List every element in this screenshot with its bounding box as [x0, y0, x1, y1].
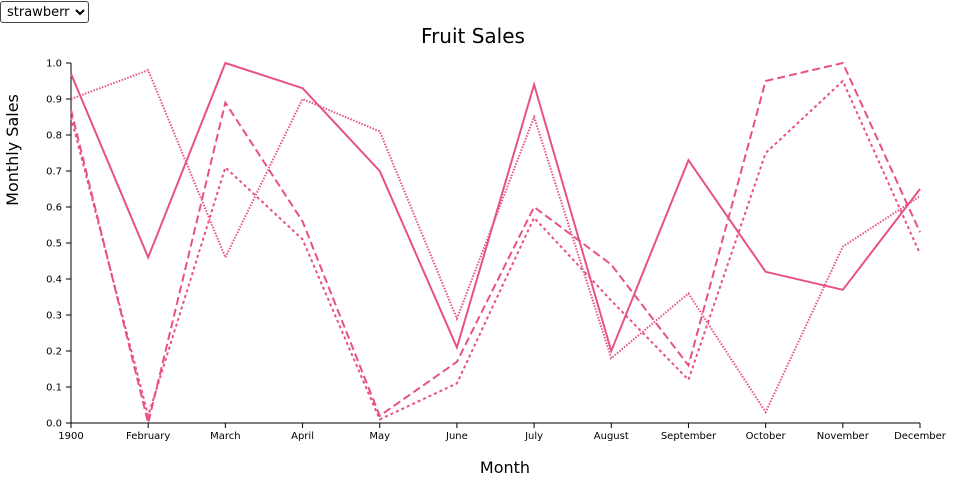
series-line-3-dotted	[70, 79, 921, 421]
x-tick-label: May	[369, 431, 390, 442]
x-tick-label: February	[126, 431, 170, 442]
x-tick-label: 1900	[58, 431, 83, 442]
x-tick-label: November	[817, 431, 870, 442]
series-line-4-fine	[70, 68, 921, 415]
x-tick-label: December	[894, 431, 947, 442]
x-tick-label: August	[594, 431, 629, 442]
x-tick-label: April	[291, 431, 314, 442]
x-axis-ticks: 1900 February March April May June July August S…	[58, 423, 947, 442]
y-tick-label: 0.3	[46, 311, 62, 322]
series-line-1-solid	[70, 61, 921, 355]
y-tick-label: 0.9	[46, 95, 62, 106]
y-tick-label: 0.1	[46, 383, 62, 394]
x-axis-title: Month	[480, 458, 530, 477]
x-tick-label: October	[746, 431, 787, 442]
x-tick-label: September	[661, 431, 717, 442]
fruit-select[interactable]: strawberry	[0, 1, 89, 23]
y-tick-label: 1.0	[46, 59, 62, 70]
y-axis-ticks: 0.0 0.1 0.2 0.3 0.4 0.5 0.6 0.7 0.8 0.9 1.0	[46, 59, 71, 430]
x-tick-label: June	[445, 431, 468, 442]
x-tick-label: July	[524, 431, 543, 442]
chart-title: Fruit Sales	[421, 24, 525, 48]
y-axis-title: Monthly Sales	[3, 94, 22, 206]
series-lines	[70, 61, 921, 424]
y-tick-label: 0.0	[46, 419, 62, 430]
y-tick-label: 0.7	[46, 167, 62, 178]
y-tick-label: 0.5	[46, 239, 62, 250]
y-tick-label: 0.2	[46, 347, 62, 358]
y-tick-label: 0.4	[46, 275, 62, 286]
y-tick-label: 0.6	[46, 203, 62, 214]
y-tick-label: 0.8	[46, 131, 62, 142]
series-line-2-dashed	[70, 61, 921, 424]
x-tick-label: March	[210, 431, 240, 442]
